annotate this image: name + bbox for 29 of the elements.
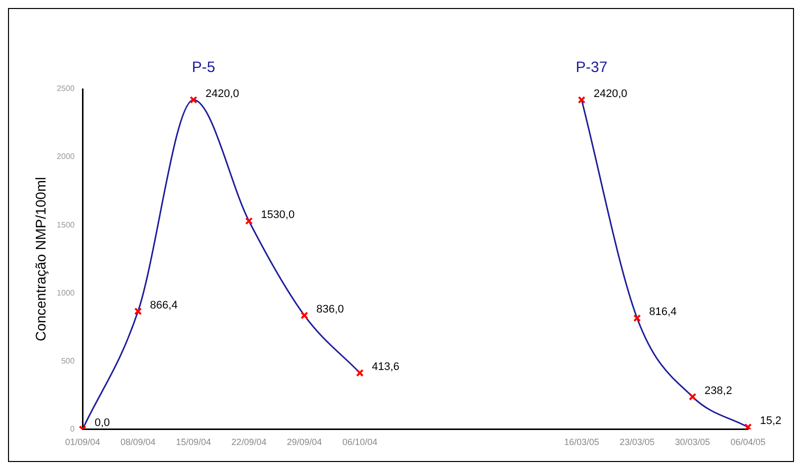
- data-label: 413,6: [372, 360, 400, 373]
- x-tick-label: 22/09/04: [231, 437, 266, 448]
- data-label: 15,2: [760, 415, 782, 428]
- x-tick-label: 06/10/04: [342, 437, 378, 448]
- series-label: P-5: [192, 59, 216, 76]
- x-tick-label: 08/09/04: [120, 437, 156, 448]
- data-label: 0,0: [94, 417, 110, 430]
- data-label: 1530,0: [260, 209, 295, 222]
- series-label: P-37: [576, 59, 608, 76]
- x-tick-label: 16/03/05: [564, 437, 600, 448]
- data-label: 816,4: [649, 306, 677, 318]
- y-tick-label: 500: [61, 356, 76, 366]
- data-label: 238,2: [704, 384, 732, 397]
- x-tick-label: 06/04/05: [730, 437, 766, 448]
- y-tick-label: 2500: [56, 84, 76, 94]
- y-tick-label: 0: [70, 424, 76, 434]
- y-axis-title: Concentração NMP/100ml: [32, 177, 48, 342]
- data-label: 836,0: [316, 303, 344, 316]
- x-tick-label: 29/09/04: [286, 437, 322, 448]
- x-tick-label: 30/03/05: [675, 437, 710, 448]
- y-tick-label: 1500: [56, 220, 76, 230]
- y-tick-label: 1000: [56, 288, 76, 298]
- data-label: 2420,0: [205, 88, 240, 100]
- x-tick-label: 23/03/05: [620, 437, 655, 448]
- x-tick-label: 15/09/04: [176, 437, 212, 448]
- y-tick-label: 2000: [56, 152, 76, 162]
- x-tick-label: 01/09/04: [65, 437, 100, 448]
- data-label: 2420,0: [594, 88, 628, 100]
- data-label: 866,4: [150, 299, 178, 312]
